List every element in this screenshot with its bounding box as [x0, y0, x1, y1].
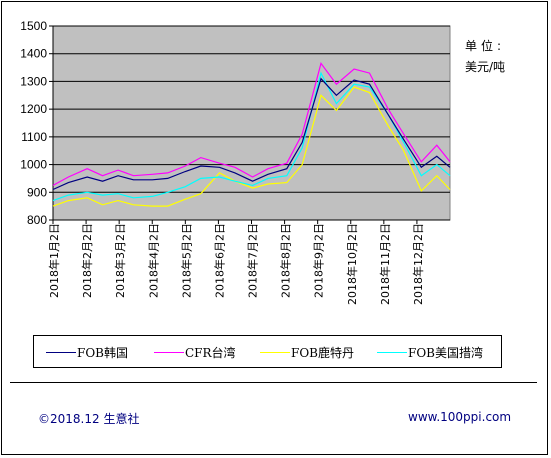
x-tick-label: 2018年2月2日: [80, 223, 94, 298]
legend-label-fob-us-gulf: FOB美国措湾: [408, 346, 483, 360]
x-tick-label: 2018年6月2日: [212, 223, 226, 298]
legend-swatch-fob-us-gulf: [377, 352, 407, 353]
legend-swatch-fob-rotterdam: [260, 352, 290, 353]
legend-label-fob-korea: FOB韩国: [77, 346, 128, 360]
legend-label-fob-rotterdam: FOB鹿特丹: [291, 346, 354, 360]
x-tick-label: 2018年3月2日: [113, 223, 127, 298]
y-tick-label: 1100: [21, 130, 47, 144]
unit-label: 单位:: [465, 39, 506, 53]
plot-area: [52, 25, 451, 221]
y-tick-label: 1000: [20, 158, 47, 172]
x-tick-label: 2018年11月2日: [378, 223, 392, 305]
website-text: www.100ppi.com: [408, 410, 512, 424]
y-tick-label: 1200: [20, 102, 47, 116]
x-tick-label: 2018年4月2日: [146, 223, 160, 298]
x-tick-label: 2018年8月2日: [279, 223, 293, 298]
y-tick-label: 900: [27, 185, 47, 199]
legend: FOB韩国 CFR台湾 FOB鹿特丹 FOB美国措湾: [33, 335, 502, 368]
copyright-text: ©2018.12 生意社: [38, 412, 140, 426]
y-tick-label: 1400: [20, 47, 47, 61]
x-tick-label: 2018年12月2日: [411, 223, 425, 305]
legend-swatch-fob-korea: [46, 352, 76, 353]
legend-swatch-cfr-taiwan: [154, 352, 184, 353]
x-tick-label: 2018年1月2日: [47, 223, 61, 298]
series-line-2: [52, 86, 451, 207]
series-line-0: [52, 77, 451, 191]
x-tick-label: 2018年5月2日: [179, 223, 193, 298]
series-line-1: [52, 62, 451, 186]
legend-label-cfr-taiwan: CFR台湾: [185, 346, 236, 360]
x-tick-label: 2018年9月2日: [312, 223, 326, 298]
y-tick-label: 1500: [20, 19, 47, 33]
y-tick-label: 1300: [20, 74, 47, 88]
unit-value: 美元/吨: [465, 60, 506, 74]
divider: [10, 382, 537, 383]
x-tick-label: 2018年7月2日: [246, 223, 260, 298]
x-axis: 2018年1月2日 2018年2月2日 2018年3月2日 2018年4月2日 2018…: [47, 220, 425, 305]
y-tick-label: 800: [27, 213, 47, 227]
x-tick-label: 2018年10月2日: [345, 223, 359, 305]
series-lines: [52, 62, 451, 207]
